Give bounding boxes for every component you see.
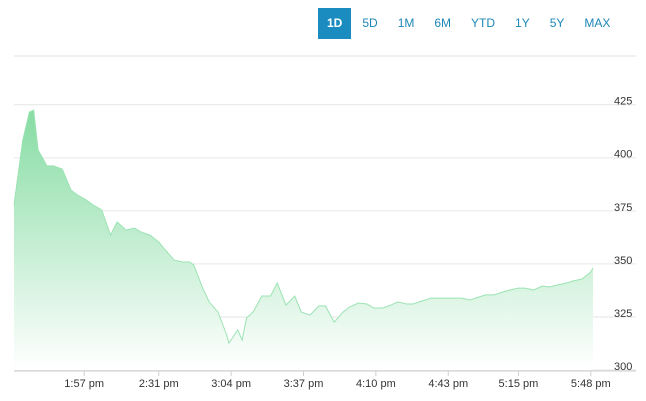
range-button[interactable]: MAX (584, 16, 611, 30)
y-tick-label: 300 (614, 361, 632, 373)
range-button[interactable]: YTD (471, 16, 496, 30)
x-tick-label: 3:37 pm (284, 378, 324, 390)
y-tick-label: 400 (614, 149, 632, 161)
x-tick-label: 1:57 pm (64, 378, 104, 390)
x-tick-label: 2:31 pm (139, 378, 179, 390)
range-buttons: 1D 5D 1M 6M YTD 1Y 5Y MAX (318, 8, 621, 39)
y-tick-label: 350 (614, 255, 632, 267)
x-tick-label: 5:48 pm (571, 378, 611, 390)
x-tick-label: 3:04 pm (211, 378, 251, 390)
x-tick-label: 4:43 pm (428, 378, 468, 390)
x-tick-label: 5:15 pm (499, 378, 539, 390)
range-button[interactable]: 5D (362, 16, 378, 30)
y-tick-label: 425 (614, 96, 632, 108)
y-tick-label: 325 (614, 308, 632, 320)
area-line (13, 109, 594, 345)
range-button[interactable]: 1D (318, 8, 352, 39)
range-button[interactable]: 6M (434, 16, 452, 30)
range-button[interactable]: 1M (397, 16, 415, 30)
x-tick-label: 4:10 pm (356, 378, 396, 390)
area-fill (14, 110, 593, 370)
range-button[interactable]: 1Y (515, 16, 530, 30)
range-button[interactable]: 5Y (549, 16, 565, 30)
y-tick-label: 375 (614, 202, 632, 214)
